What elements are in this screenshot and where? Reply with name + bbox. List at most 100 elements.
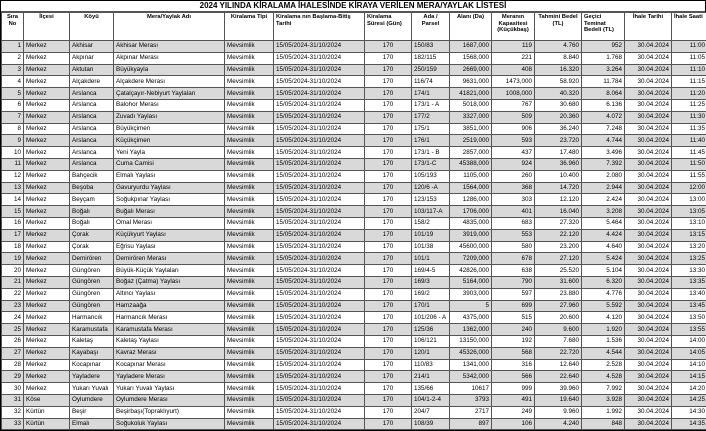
cell-baslama-bitis-tarihi: 15/05/2024-31/10/2024: [273, 216, 365, 230]
cell-kiralama-tipi: Mevsimlik: [224, 193, 274, 207]
cell-ihale-saati: 12:00: [671, 181, 706, 195]
cell-mera-yaylak-adi: Karamustafa Merası: [113, 323, 225, 336]
cell-alani: 41821,000: [449, 87, 492, 100]
cell-koyu: Güngören: [69, 287, 114, 301]
cell-ihale-tarihi: 30.04.2024: [624, 240, 672, 254]
cell-kapasite: 106: [491, 417, 535, 431]
cell-ada-parsel: 177/2: [411, 110, 450, 124]
cell-alani: 10617: [449, 382, 492, 395]
cell-baslama-bitis-tarihi: 15/05/2024-31/10/2024: [273, 405, 365, 419]
cell-koyu: Alçakdere: [69, 75, 114, 89]
cell-ilcesi: Merkez: [23, 228, 70, 242]
cell-ada-parsel: 110/83: [411, 358, 450, 372]
cell-mera-yaylak-adi: Akpınar Merası: [113, 51, 225, 65]
cell-ihale-tarihi: 30.04.2024: [624, 63, 672, 77]
cell-koyu: Akpınar: [69, 51, 114, 65]
cell-ihale-saati: 13:40: [671, 287, 706, 301]
cell-ihale-tarihi: 30.04.2024: [624, 287, 672, 301]
cell-ada-parsel: 173/1 - A: [411, 98, 450, 112]
cell-baslama-bitis-tarihi: 15/05/2024-31/10/2024: [273, 122, 365, 136]
cell-sira-no: 31: [1, 393, 24, 407]
cell-baslama-bitis-tarihi: 15/05/2024-31/10/2024: [273, 134, 365, 148]
cell-tahmini-bedel: 27.120: [534, 252, 582, 266]
cell-koyu: Karamustafa: [69, 323, 114, 336]
cell-ilcesi: Kürtün: [23, 405, 70, 419]
table-row: 27 Merkez Kayabaşı Kavraz Merası Mevsimlik 15…: [1, 346, 706, 360]
cell-ada-parsel: 169/2: [411, 287, 450, 301]
cell-koyu: Kocapınar: [69, 358, 114, 372]
table-row: 2 Merkez Akpınar Akpınar Merası Mevsimlik 15/…: [1, 51, 706, 65]
cell-koyu: Aktutan: [69, 63, 114, 77]
cell-kiralama-suresi: 170: [364, 169, 412, 183]
column-header-ada-parsel: Ada / Parsel: [411, 12, 450, 41]
cell-ada-parsel: 108/39: [411, 417, 450, 431]
column-header-sira-no: Sıra No: [1, 12, 24, 41]
cell-baslama-bitis-tarihi: 15/05/2024-31/10/2024: [273, 240, 365, 254]
cell-gecici-teminat: 5.104: [581, 264, 625, 277]
cell-alani: 2717: [449, 405, 492, 419]
cell-tahmini-bedel: 20.360: [534, 110, 582, 124]
cell-mera-yaylak-adi: Cuma Camisi: [113, 157, 225, 171]
cell-kiralama-suresi: 170: [364, 63, 412, 77]
cell-ilcesi: Merkez: [23, 346, 70, 360]
cell-kiralama-tipi: Mevsimlik: [224, 75, 274, 89]
cell-tahmini-bedel: 58.920: [534, 75, 582, 89]
cell-kiralama-tipi: Mevsimlik: [224, 311, 274, 325]
cell-tahmini-bedel: 22.720: [534, 346, 582, 360]
cell-kiralama-suresi: 170: [364, 216, 412, 230]
cell-gecici-teminat: 4.424: [581, 228, 625, 242]
cell-mera-yaylak-adi: Büyükyayla: [113, 63, 225, 77]
cell-tahmini-bedel: 20.600: [534, 311, 582, 325]
cell-alani: 1105,000: [449, 169, 492, 183]
cell-mera-yaylak-adi: Küçükçimen: [113, 134, 225, 148]
cell-tahmini-bedel: 22.640: [534, 370, 582, 384]
cell-ihale-saati: 11:10: [671, 63, 706, 77]
cell-kiralama-tipi: Mevsimlik: [224, 358, 274, 372]
table-row: 33 Kürtün Elmalı Soğukoluk Yaylası Mevsimlik…: [1, 417, 706, 431]
cell-ilcesi: Merkez: [23, 299, 70, 313]
cell-ihale-saati: 14:05: [671, 346, 706, 360]
cell-kiralama-suresi: 170: [364, 370, 412, 384]
cell-kiralama-suresi: 170: [364, 146, 412, 159]
cell-kiralama-tipi: Mevsimlik: [224, 264, 274, 277]
cell-alani: 3903,000: [449, 287, 492, 301]
cell-ada-parsel: 175/1: [411, 122, 450, 136]
cell-kiralama-tipi: Mevsimlik: [224, 87, 274, 100]
column-header-koyu: Köyü: [69, 12, 114, 41]
cell-ihale-tarihi: 30.04.2024: [624, 98, 672, 112]
cell-ihale-tarihi: 30.04.2024: [624, 346, 672, 360]
cell-baslama-bitis-tarihi: 15/05/2024-31/10/2024: [273, 205, 365, 218]
cell-baslama-bitis-tarihi: 15/05/2024-31/10/2024: [273, 157, 365, 171]
cell-kiralama-suresi: 170: [364, 193, 412, 207]
cell-mera-yaylak-adi: Çatalçayır-Nebiyurt Yaylaları: [113, 87, 225, 100]
cell-gecici-teminat: 848: [581, 417, 625, 431]
cell-sira-no: 33: [1, 417, 24, 431]
cell-sira-no: 27: [1, 346, 24, 360]
cell-mera-yaylak-adi: Elmalı Yaylası: [113, 169, 225, 183]
cell-tahmini-bedel: 36.240: [534, 122, 582, 136]
table-row: 3 Merkez Aktutan Büyükyayla Mevsimlik 15/05/2…: [1, 63, 706, 77]
cell-kiralama-suresi: 170: [364, 311, 412, 325]
table-row: 22 Merkez Güngören Altıncı Yaylası Mevsimlik…: [1, 287, 706, 301]
cell-ilcesi: Merkez: [23, 370, 70, 384]
cell-koyu: Beyçam: [69, 193, 114, 207]
cell-tahmini-bedel: 16.040: [534, 205, 582, 218]
cell-mera-yaylak-adi: Kavraz Merası: [113, 346, 225, 360]
cell-kiralama-suresi: 170: [364, 98, 412, 112]
cell-mera-yaylak-adi: Beşirbaşı(Topraklıyurt): [113, 405, 225, 419]
cell-kiralama-suresi: 170: [364, 382, 412, 395]
cell-gecici-teminat: 5.592: [581, 299, 625, 313]
table-row: 25 Merkez Karamustafa Karamustafa Merası Mev…: [1, 323, 706, 336]
cell-gecici-teminat: 4.544: [581, 346, 625, 360]
cell-gecici-teminat: 4.072: [581, 110, 625, 124]
cell-alani: 3793: [449, 393, 492, 407]
cell-gecici-teminat: 2.528: [581, 358, 625, 372]
cell-kapasite: 593: [491, 134, 535, 148]
cell-kiralama-suresi: 170: [364, 275, 412, 289]
cell-ihale-saati: 13:30: [671, 264, 706, 277]
column-header-baslama-bitis-tarihi: Kiralama nın Başlama-Bitiş Tarihi: [273, 12, 365, 41]
cell-koyu: Yukarı Yuvalı: [69, 382, 114, 395]
cell-koyu: Boğalı: [69, 205, 114, 218]
table-row: 21 Merkez Güngören Boğaz (Çatma) Yaylası Mev…: [1, 275, 706, 289]
